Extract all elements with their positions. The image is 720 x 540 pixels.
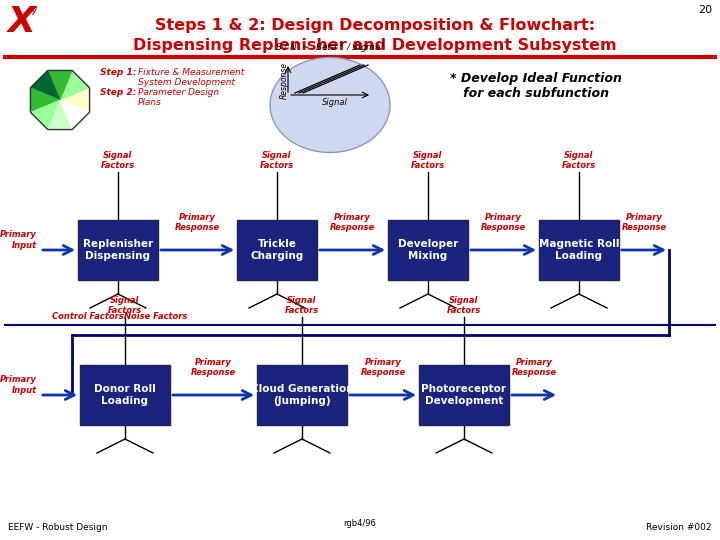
Polygon shape: [48, 100, 72, 130]
Text: Signal
Factors: Signal Factors: [260, 151, 294, 170]
Text: Primary
Response: Primary Response: [481, 213, 526, 232]
Text: Donor Roll
Loading: Donor Roll Loading: [94, 384, 156, 406]
Text: Primary
Response: Primary Response: [621, 213, 667, 232]
Ellipse shape: [270, 57, 390, 152]
Text: Signal
Factors: Signal Factors: [285, 295, 319, 315]
FancyBboxPatch shape: [80, 365, 170, 425]
Text: Step 1:: Step 1:: [100, 68, 136, 77]
Polygon shape: [30, 70, 60, 100]
Text: S / N  ~  Beta $^2$ / Sigma$^2$: S / N ~ Beta $^2$ / Sigma$^2$: [275, 40, 385, 55]
Text: Signal
Factors: Signal Factors: [562, 151, 596, 170]
Text: Developer
Mixing: Developer Mixing: [398, 239, 458, 261]
FancyBboxPatch shape: [78, 220, 158, 280]
Text: Primary
Response: Primary Response: [511, 357, 557, 377]
Text: Primary
Input: Primary Input: [0, 230, 37, 249]
Text: Photoreceptor
Development: Photoreceptor Development: [421, 384, 506, 406]
Text: Signal
Factors: Signal Factors: [447, 295, 481, 315]
Text: EEFW - Robust Design: EEFW - Robust Design: [8, 523, 107, 532]
Polygon shape: [60, 100, 89, 130]
Text: X: X: [8, 5, 36, 39]
Polygon shape: [60, 88, 89, 112]
Text: Noise Factors: Noise Factors: [125, 312, 188, 321]
Text: 20: 20: [698, 5, 712, 15]
FancyBboxPatch shape: [539, 220, 619, 280]
FancyBboxPatch shape: [237, 220, 317, 280]
Text: Primary
Input: Primary Input: [0, 375, 37, 395]
Text: Primary
Response: Primary Response: [330, 213, 375, 232]
Text: Primary
Response: Primary Response: [191, 357, 236, 377]
Text: Response: Response: [279, 62, 289, 99]
Text: Signal
Factors: Signal Factors: [101, 151, 135, 170]
Text: Primary
Response: Primary Response: [361, 357, 405, 377]
Text: Signal
Factors: Signal Factors: [108, 295, 142, 315]
Text: Signal: Signal: [322, 98, 348, 107]
Text: Parameter Design
Plans: Parameter Design Plans: [138, 88, 219, 107]
FancyBboxPatch shape: [419, 365, 509, 425]
Text: * Develop Ideal Function
   for each subfunction: * Develop Ideal Function for each subfun…: [450, 72, 622, 100]
Polygon shape: [30, 88, 60, 112]
Text: Magnetic Roll
Loading: Magnetic Roll Loading: [539, 239, 619, 261]
Text: Step 2:: Step 2:: [100, 88, 136, 97]
Text: Primary
Response: Primary Response: [175, 213, 220, 232]
Polygon shape: [60, 70, 89, 100]
Text: Fixture & Measurement
System Development: Fixture & Measurement System Development: [138, 68, 244, 87]
Polygon shape: [30, 100, 60, 130]
Text: Revision #002: Revision #002: [647, 523, 712, 532]
Text: Dispensing Replenisher and Development Subsystem: Dispensing Replenisher and Development S…: [133, 38, 617, 53]
Text: Replenisher
Dispensing: Replenisher Dispensing: [83, 239, 153, 261]
Polygon shape: [48, 70, 72, 100]
Text: y: y: [31, 5, 37, 15]
FancyBboxPatch shape: [388, 220, 468, 280]
Text: rgb4/96: rgb4/96: [343, 519, 377, 528]
Text: Cloud Generation
(Jumping): Cloud Generation (Jumping): [251, 384, 354, 406]
Text: Signal
Factors: Signal Factors: [411, 151, 445, 170]
Text: Trickle
Charging: Trickle Charging: [251, 239, 304, 261]
FancyBboxPatch shape: [257, 365, 347, 425]
Text: Steps 1 & 2: Design Decomposition & Flowchart:: Steps 1 & 2: Design Decomposition & Flow…: [155, 18, 595, 33]
Text: Control Factors: Control Factors: [52, 312, 124, 321]
